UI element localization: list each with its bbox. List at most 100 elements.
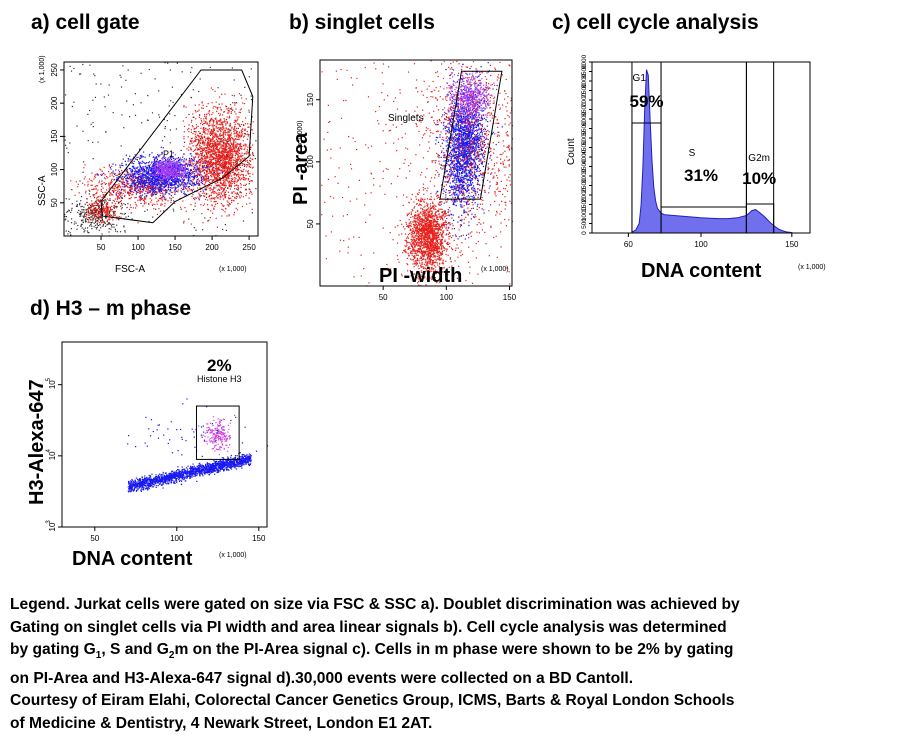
event-dot [210,172,212,174]
event-dot [235,160,237,162]
event-dot [193,176,195,178]
event-dot [216,176,218,179]
event-dot [249,166,252,168]
event-dot [231,182,233,185]
event-dot [224,93,226,95]
event-dot [160,179,162,181]
event-dot [104,183,106,185]
event-dot [192,177,194,179]
event-dot [109,206,111,208]
event-dot [199,114,201,117]
event-dot [248,162,250,164]
event-dot [163,193,165,195]
event-dot [212,89,214,91]
event-dot [186,182,188,184]
event-dot [192,113,194,115]
event-dot [142,167,145,169]
event-dot [216,135,218,137]
event-dot [198,169,200,171]
event-dot [218,129,220,131]
event-dot [223,160,225,162]
event-dot [226,204,228,206]
event-dot [198,184,200,186]
event-dot [182,160,184,162]
event-dot [157,176,159,178]
event-dot [211,125,213,127]
event-dot [226,138,228,140]
event-dot [146,172,148,174]
event-dot [198,136,200,138]
event-dot [218,144,220,146]
event-dot [147,171,149,173]
event-dot [219,150,221,152]
event-dot [219,160,221,162]
event-dot [204,161,206,164]
event-dot [191,171,193,173]
event-dot [131,179,133,181]
event-dot [236,160,239,162]
event-dot [170,187,172,189]
event-dot [146,187,149,189]
event-dot [116,196,119,198]
event-dot [123,186,125,188]
event-dot [173,178,175,180]
event-dot [193,116,195,118]
event-dot [233,214,235,216]
event-dot [212,188,214,191]
event-dot [162,194,164,196]
event-dot [203,131,206,133]
event-dot [232,166,234,168]
event-dot [225,143,227,145]
event-dot [225,123,227,125]
event-dot [150,180,152,182]
event-dot [134,201,136,204]
event-dot [152,164,154,166]
event-dot [162,164,164,166]
event-dot [137,188,139,190]
event-dot [235,207,237,209]
event-dot [150,201,152,203]
event-dot [153,173,155,175]
event-dot [161,164,163,166]
event-dot [229,168,231,171]
event-dot [201,136,203,138]
event-dot [240,144,242,146]
event-dot [231,150,233,152]
event-dot [122,180,124,182]
event-dot [158,182,160,184]
event-dot [141,168,143,170]
event-dot [209,141,211,143]
event-dot [225,142,227,144]
event-dot [213,191,215,193]
event-dot [106,202,108,204]
event-dot [248,166,250,168]
event-dot [216,121,218,124]
event-dot [198,198,200,200]
event-dot [199,144,201,146]
event-dot [225,163,227,165]
event-dot [159,178,161,180]
event-dot [93,213,95,215]
event-dot [188,159,190,161]
event-dot [229,163,231,165]
event-dot [194,110,196,112]
event-dot [190,121,193,123]
event-dot [201,150,204,152]
event-dot [123,190,125,192]
event-dot [207,167,209,169]
event-dot [201,181,203,183]
event-dot [205,118,207,120]
event-dot [167,171,170,173]
event-dot [154,194,156,196]
event-dot [238,93,241,95]
event-dot [213,129,215,131]
event-dot [220,108,222,110]
event-dot [135,175,137,177]
event-dot [125,175,127,177]
event-dot [219,163,221,165]
event-dot [108,185,110,187]
event-dot [111,165,113,167]
event-dot [220,192,222,194]
event-dot [194,167,196,169]
event-dot [150,167,152,169]
